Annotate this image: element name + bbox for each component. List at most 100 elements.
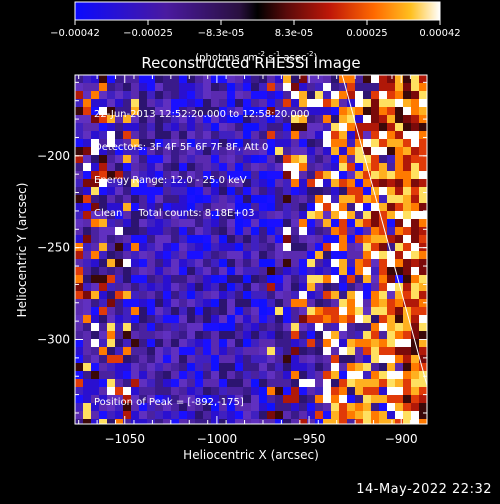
heatmap-cell	[115, 211, 124, 220]
heatmap-cell	[259, 331, 268, 340]
heatmap-cell	[131, 331, 140, 340]
heatmap-cell	[171, 75, 180, 84]
heatmap-cell	[419, 331, 427, 340]
heatmap-cell	[331, 323, 340, 332]
heatmap-cell	[187, 155, 196, 164]
heatmap-cell	[139, 411, 148, 420]
heatmap-cell	[251, 419, 260, 424]
heatmap-cell	[259, 411, 268, 420]
heatmap-cell	[267, 299, 276, 308]
heatmap-cell	[355, 323, 364, 332]
heatmap-cell	[315, 299, 324, 308]
heatmap-cell	[123, 371, 132, 380]
colorbar-units: (photons cm-2 s-1 asec-2)	[0, 38, 500, 74]
heatmap-cell	[323, 171, 332, 180]
heatmap-cell	[179, 251, 188, 260]
heatmap-cell	[291, 267, 300, 276]
x-tick-label: −1000	[197, 432, 238, 446]
heatmap-cell	[139, 187, 148, 196]
heatmap-cell	[371, 387, 380, 396]
heatmap-cell	[187, 235, 196, 244]
heatmap-cell	[251, 243, 260, 252]
heatmap-cell	[355, 275, 364, 284]
heatmap-cell	[267, 163, 276, 172]
heatmap-cell	[387, 339, 396, 348]
heatmap-cell	[115, 275, 124, 284]
heatmap-cell	[147, 171, 156, 180]
heatmap-cell	[259, 395, 268, 404]
heatmap-cell	[195, 387, 204, 396]
heatmap-cell	[371, 307, 380, 316]
heatmap-cell	[403, 235, 412, 244]
heatmap-cell	[115, 171, 124, 180]
heatmap-cell	[251, 83, 260, 92]
heatmap-cell	[419, 275, 427, 284]
heatmap-cell	[115, 123, 124, 132]
heatmap-cell	[139, 171, 148, 180]
heatmap-cell	[283, 75, 292, 84]
heatmap-cell	[315, 203, 324, 212]
heatmap-cell	[131, 251, 140, 260]
heatmap-cell	[291, 107, 300, 116]
heatmap-cell	[267, 131, 276, 140]
heatmap-cell	[339, 187, 348, 196]
heatmap-cell	[331, 267, 340, 276]
heatmap-cell	[331, 187, 340, 196]
heatmap-cell	[211, 99, 220, 108]
heatmap-cell	[75, 195, 84, 204]
heatmap-cell	[163, 267, 172, 276]
heatmap-cell	[411, 99, 420, 108]
heatmap-cell	[323, 371, 332, 380]
heatmap-cell	[163, 187, 172, 196]
heatmap-cell	[347, 339, 356, 348]
heatmap-cell	[91, 163, 100, 172]
heatmap-cell	[195, 291, 204, 300]
heatmap-cell	[379, 267, 388, 276]
heatmap-cell	[75, 283, 84, 292]
heatmap-cell	[163, 251, 172, 260]
heatmap-cell	[155, 91, 164, 100]
heatmap-cell	[283, 363, 292, 372]
heatmap-cell	[347, 155, 356, 164]
heatmap-cell	[91, 411, 100, 420]
heatmap-cell	[371, 347, 380, 356]
heatmap-cell	[235, 235, 244, 244]
heatmap-cell	[347, 379, 356, 388]
heatmap-cell	[195, 155, 204, 164]
heatmap-cell	[363, 395, 372, 404]
heatmap-cell	[379, 419, 388, 424]
heatmap-cell	[187, 419, 196, 424]
heatmap-cell	[267, 323, 276, 332]
heatmap-cell	[323, 379, 332, 388]
heatmap-cell	[323, 323, 332, 332]
heatmap-cell	[243, 323, 252, 332]
heatmap-cell	[307, 251, 316, 260]
heatmap-cell	[411, 163, 420, 172]
heatmap-cell	[259, 275, 268, 284]
heatmap-cell	[115, 139, 124, 148]
heatmap-cell	[203, 387, 212, 396]
heatmap-cell	[379, 187, 388, 196]
heatmap-cell	[355, 355, 364, 364]
heatmap-cell	[179, 187, 188, 196]
heatmap-cell	[259, 267, 268, 276]
heatmap-cell	[83, 339, 92, 348]
heatmap-cell	[323, 363, 332, 372]
heatmap-cell	[283, 371, 292, 380]
heatmap-cell	[163, 411, 172, 420]
heatmap-cell	[219, 219, 228, 228]
heatmap-cell	[155, 235, 164, 244]
heatmap-cell	[187, 171, 196, 180]
heatmap-cell	[219, 115, 228, 124]
heatmap-cell	[267, 147, 276, 156]
heatmap-cell	[179, 219, 188, 228]
heatmap-cell	[235, 411, 244, 420]
heatmap-cell	[75, 339, 84, 348]
heatmap-cell	[355, 131, 364, 140]
heatmap-cell	[99, 99, 108, 108]
heatmap-cell	[347, 331, 356, 340]
x-axis-ticks: −1050 −1000 −950 −900	[78, 75, 418, 446]
heatmap-cell	[123, 323, 132, 332]
heatmap-cell	[131, 227, 140, 236]
heatmap-cell	[371, 91, 380, 100]
